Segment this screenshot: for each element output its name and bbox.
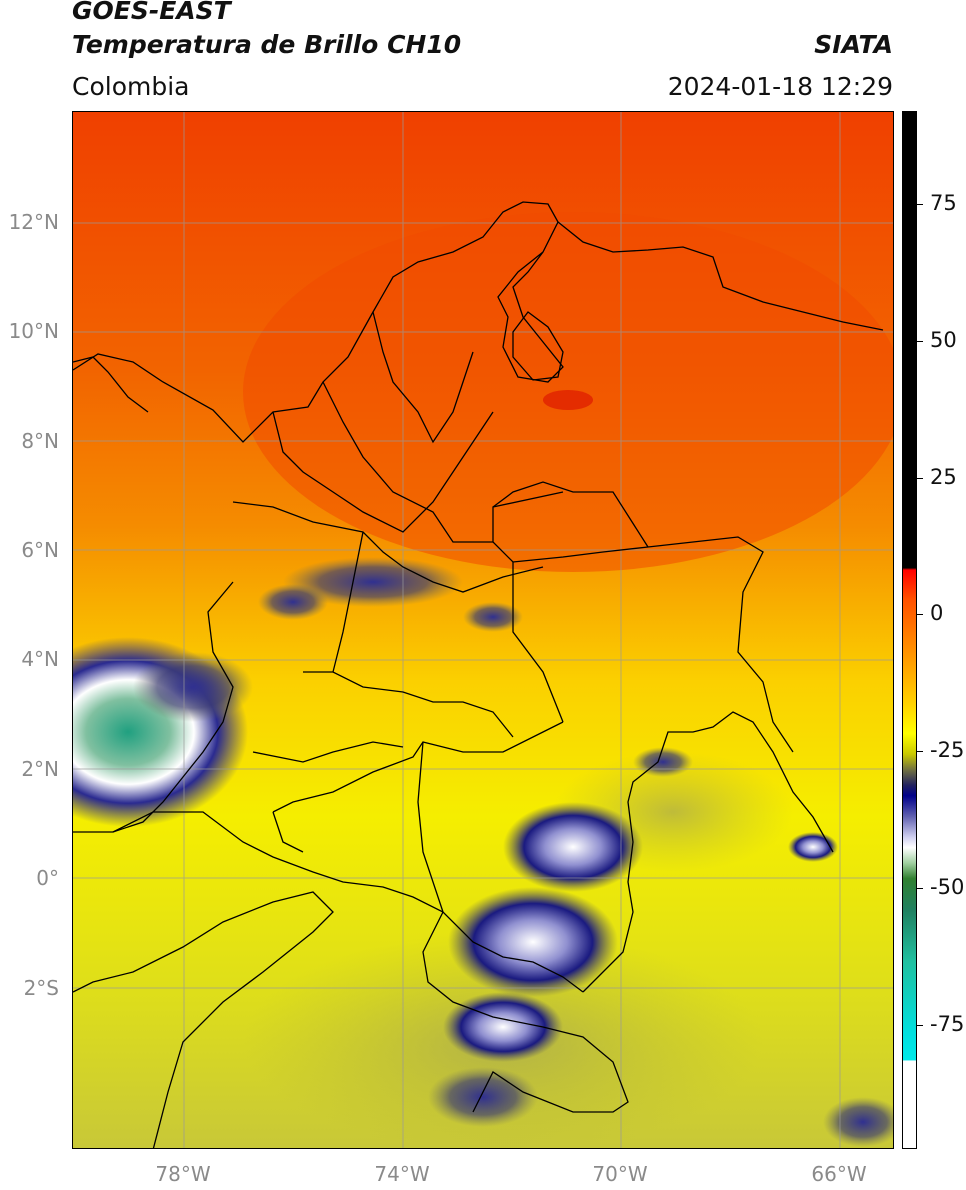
temperature-colorbar: [902, 111, 917, 1149]
cbar-label-neg25: -25: [930, 738, 965, 762]
satellite-title: GOES-EAST: [72, 0, 231, 25]
cbar-label-75: 75: [930, 191, 957, 215]
brazil-border: [582, 711, 834, 993]
dept-lines-3: [322, 381, 493, 543]
dept-lines-4: [372, 311, 474, 444]
lon-tick-66w: 66°W: [811, 1162, 867, 1186]
lat-tick-0: 0°: [36, 866, 59, 890]
dept-lines-1: [232, 501, 544, 593]
ecuador-coast: [73, 891, 334, 1148]
lat-tick-2n: 2°N: [21, 757, 59, 781]
cbar-label-25: 25: [930, 465, 957, 489]
graticule: [73, 112, 893, 1148]
organization-label: SIATA: [814, 30, 893, 59]
cbar-label-neg50: -50: [930, 875, 965, 899]
cbar-tickmark: [917, 341, 923, 342]
amazon-cloud-2: [448, 887, 618, 997]
cbar-tickmark: [917, 614, 923, 615]
amazon-cloud-1: [503, 802, 643, 892]
lon-tick-74w: 74°W: [374, 1162, 430, 1186]
venezuela-border: [492, 491, 794, 753]
panama-coast: [73, 356, 149, 413]
satellite-map[interactable]: [72, 111, 894, 1149]
lat-tick-2s: 2°S: [23, 976, 59, 1000]
lat-tick-10n: 10°N: [8, 319, 59, 343]
dept-lines-5: [303, 671, 514, 738]
caribbean-coast: [73, 201, 564, 443]
dept-lines-7: [417, 741, 444, 913]
cbar-label-50: 50: [930, 328, 957, 352]
pacific-coast: [73, 581, 234, 833]
peru-border: [422, 911, 629, 1113]
boundaries: [73, 201, 884, 1148]
lon-tick-70w: 70°W: [592, 1162, 648, 1186]
map-layers: [73, 112, 893, 1148]
cbar-label-neg75: -75: [930, 1012, 965, 1036]
dept-lines-10: [272, 811, 304, 853]
venezuela-coast: [557, 221, 884, 331]
dept-lines-8: [512, 562, 564, 723]
meta-river: [272, 721, 564, 813]
dept-lines-6: [252, 741, 404, 763]
product-title: Temperatura de Brillo CH10: [72, 30, 462, 59]
region-label: Colombia: [72, 72, 190, 101]
timestamp-label: 2024-01-18 12:29: [667, 72, 893, 101]
cbar-tickmark: [917, 478, 923, 479]
dept-lines-2: [272, 411, 494, 533]
lat-tick-12n: 12°N: [8, 210, 59, 234]
lat-tick-6n: 6°N: [21, 538, 59, 562]
hot-spot: [543, 390, 593, 410]
andean-clouds: [283, 557, 463, 607]
cbar-tickmark: [917, 204, 923, 205]
cbar-tickmark: [917, 1025, 923, 1026]
cbar-label-0: 0: [930, 601, 944, 625]
colombia-ecuador-border: [112, 811, 584, 993]
east-venezuela-border: [492, 481, 649, 548]
cbar-tickmark: [917, 751, 923, 752]
lon-tick-78w: 78°W: [155, 1162, 211, 1186]
cbar-tickmark: [917, 888, 923, 889]
dept-lines-9: [332, 531, 364, 673]
lat-tick-8n: 8°N: [21, 429, 59, 453]
maracaibo-lake: [512, 311, 564, 381]
lat-tick-4n: 4°N: [21, 647, 59, 671]
